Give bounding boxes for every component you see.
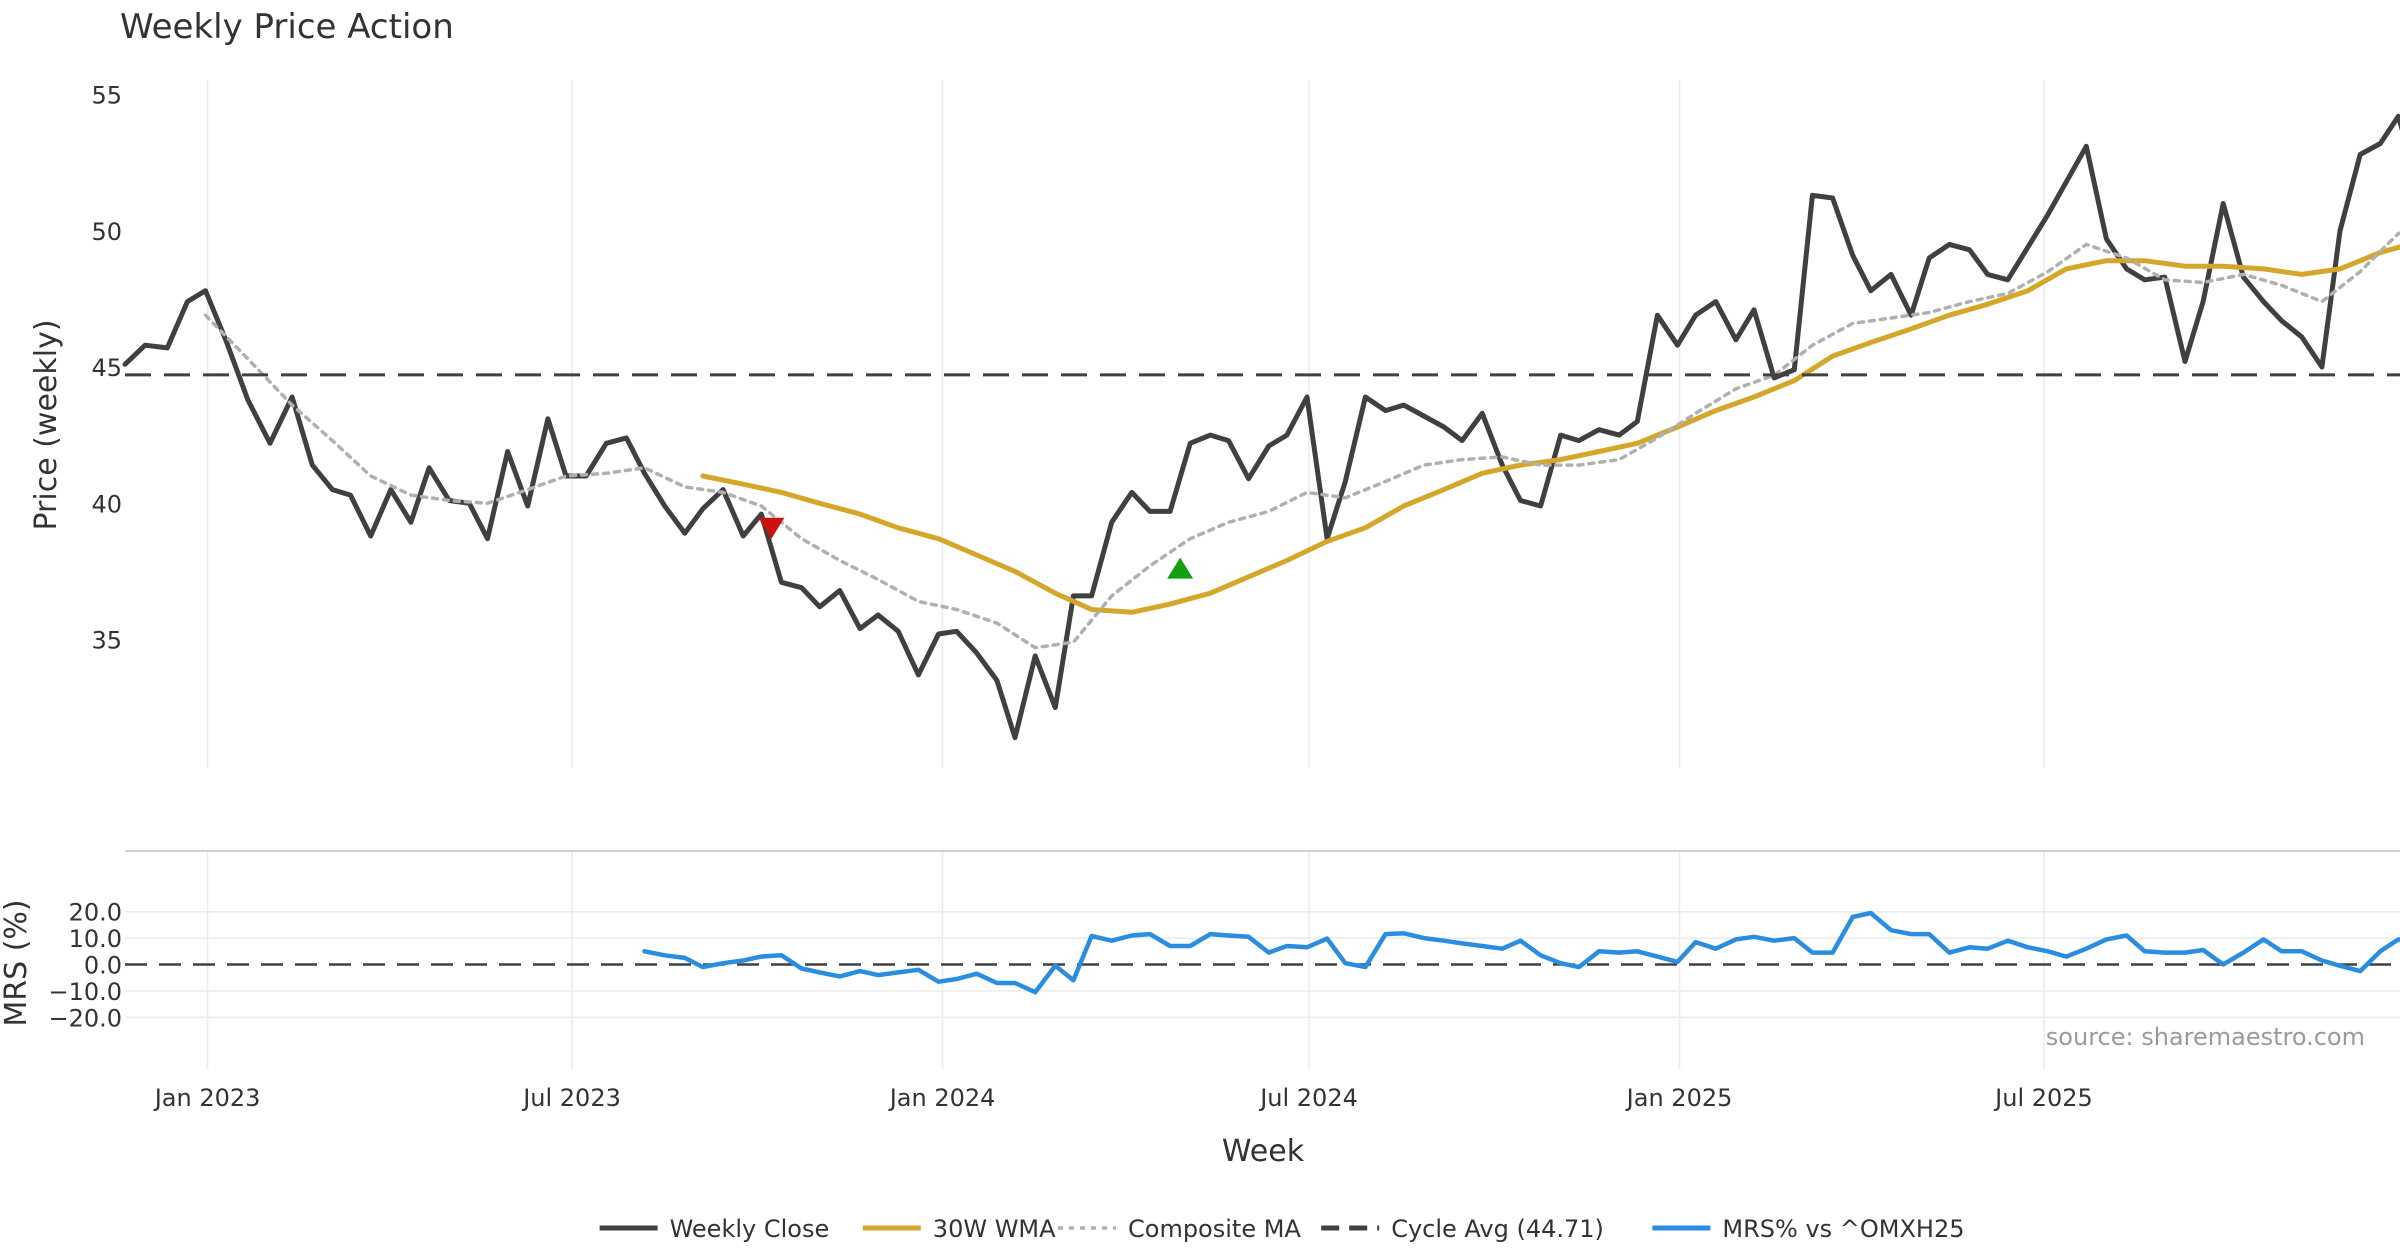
legend-label: Weekly Close — [670, 1215, 830, 1243]
mrs-y-ticks: 20.010.00.0−10.0−20.0 — [48, 899, 122, 1033]
x-tick-label: Jul 2023 — [521, 1084, 621, 1112]
mrs-series-group — [642, 910, 2400, 995]
price-y-tick-label: 35 — [91, 627, 122, 655]
mrs-grid — [125, 850, 2400, 1070]
legend-label: Composite MA — [1128, 1215, 1301, 1243]
price-y-tick-label: 45 — [91, 354, 122, 382]
sell-signal-marker — [758, 517, 785, 539]
price-grid — [206, 80, 2045, 768]
legend-item-cycle-avg-44-71: Cycle Avg (44.71) — [1321, 1215, 1604, 1243]
mrs-y-tick-label: −20.0 — [48, 1004, 122, 1032]
legend-item-30w-wma: 30W WMA — [862, 1215, 1056, 1243]
x-tick-label: Jan 2024 — [888, 1084, 996, 1112]
price-y-tick-label: 50 — [91, 218, 122, 246]
x-tick-label: Jul 2025 — [1993, 1084, 2093, 1112]
x-ticks: Jan 2023 Jul 2023 Jan 2024 Jul 2024 Jan 2025… — [153, 1084, 2093, 1112]
buy-signal-marker — [1167, 557, 1194, 579]
series-mrs-vs-omxh25 — [642, 910, 2400, 995]
series-30w-wma — [700, 244, 2400, 615]
price-y-ticks: 35 40 45 50 55 — [91, 82, 122, 655]
mrs-y-tick-label: 0.0 — [84, 952, 122, 980]
legend-item-weekly-close: Weekly Close — [599, 1215, 830, 1243]
legend-label: 30W WMA — [933, 1215, 1056, 1243]
price-series-group — [122, 113, 2400, 741]
mrs-y-tick-label: 10.0 — [69, 925, 122, 953]
mrs-y-tick-label: −10.0 — [48, 978, 122, 1006]
legend-item-composite-ma: Composite MA — [1058, 1215, 1301, 1243]
source-note: source: sharemaestro.com — [2046, 1023, 2365, 1051]
price-y-tick-label: 40 — [91, 490, 122, 518]
legend-label: MRS% vs ^OMXH25 — [1722, 1215, 1964, 1243]
legend-item-mrs-vs-omxh25: MRS% vs ^OMXH25 — [1652, 1215, 1965, 1243]
mrs-y-axis-label: MRS (%) — [0, 899, 34, 1026]
legend-label: Cycle Avg (44.71) — [1391, 1215, 1604, 1243]
x-tick-label: Jan 2023 — [153, 1084, 261, 1112]
price-y-tick-label: 55 — [91, 82, 122, 110]
x-axis-label: Week — [1222, 1134, 1305, 1169]
price-y-axis-label: Price (weekly) — [29, 319, 64, 530]
legend: Weekly Close 30W WMA Composite MA Cycle Avg… — [599, 1215, 1965, 1243]
mrs-y-tick-label: 20.0 — [69, 899, 122, 927]
chart-title: Weekly Price Action — [120, 7, 454, 47]
series-composite-ma — [203, 231, 2400, 650]
x-tick-label: Jan 2025 — [1625, 1084, 1733, 1112]
series-weekly-close — [122, 113, 2400, 741]
x-tick-label: Jul 2024 — [1258, 1084, 1358, 1112]
